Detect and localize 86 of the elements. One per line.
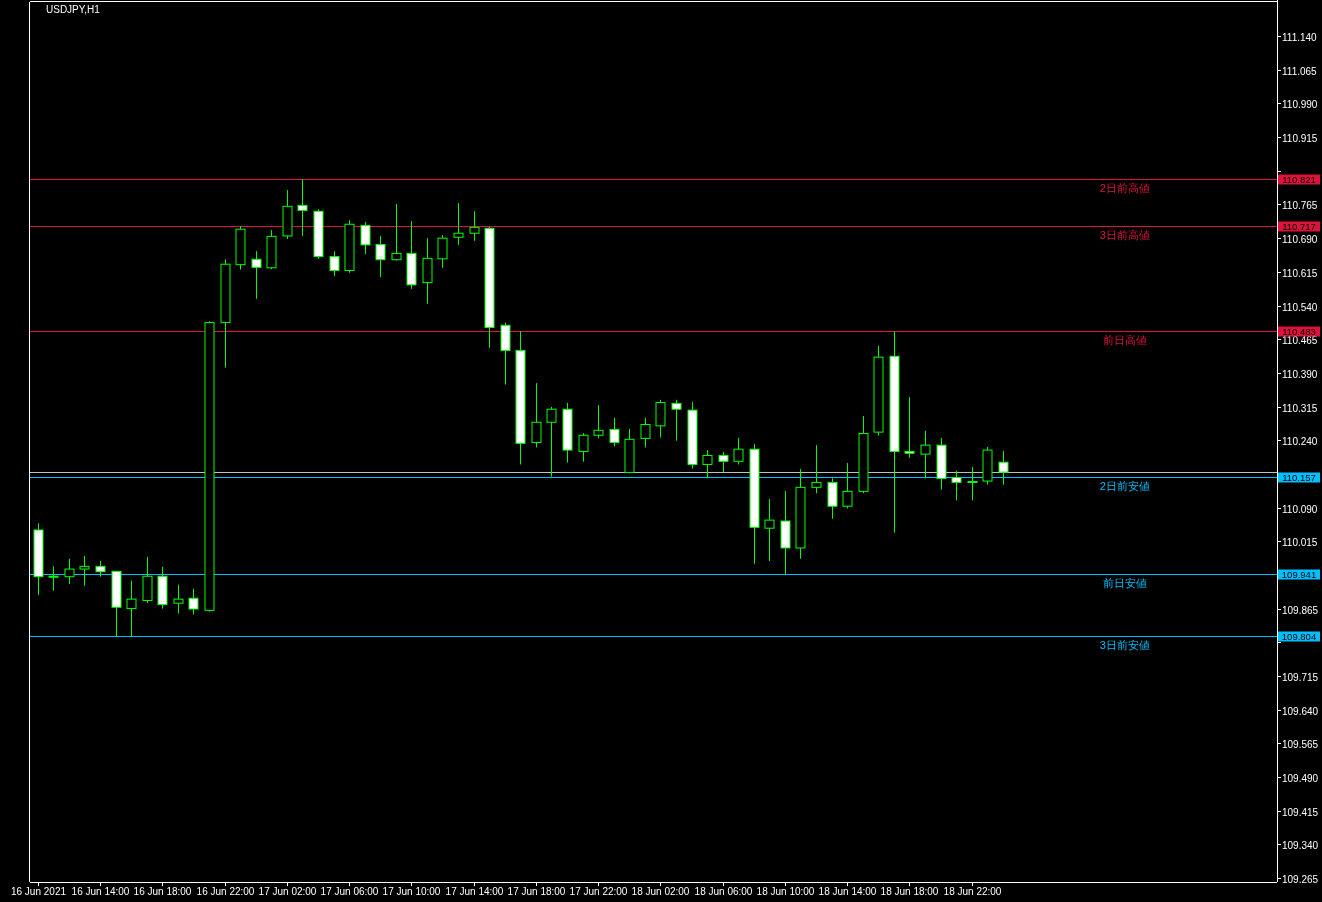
candlestick	[437, 234, 448, 269]
text: 110.483	[1282, 326, 1316, 337]
candlestick	[764, 498, 775, 562]
candlestick	[998, 450, 1009, 486]
y-tick-label: 109.640	[1282, 705, 1319, 717]
ref-line-label: 2日前安値	[1099, 479, 1150, 492]
y-tick-label: 109.715	[1282, 671, 1319, 683]
x-tick-label: 17 Jun 10:00	[382, 886, 441, 897]
text: 110.821	[1282, 174, 1316, 185]
y-tick-label: 110.540	[1282, 301, 1318, 313]
y-tick-label: 109.415	[1282, 806, 1319, 818]
candlestick	[48, 565, 59, 592]
y-tick-label: 110.915	[1282, 132, 1318, 144]
candlestick	[951, 470, 962, 501]
x-tick-label: 16 Jun 14:00	[71, 886, 130, 897]
y-tick-label: 109.265	[1282, 873, 1319, 885]
chart-title: USDJPY,H1	[46, 4, 101, 15]
candlestick	[360, 221, 371, 255]
x-tick-label: 17 Jun 18:00	[507, 886, 566, 897]
text: 110.717	[1282, 221, 1316, 232]
y-tick-label: 111.065	[1282, 65, 1318, 77]
x-tick-label: 18 Jun 14:00	[818, 886, 877, 897]
x-tick-label: 17 Jun 14:00	[445, 886, 504, 897]
candlestick	[329, 250, 340, 277]
x-tick-label: 18 Jun 10:00	[756, 886, 815, 897]
y-tick-label: 110.015	[1282, 536, 1318, 548]
candlestick	[671, 399, 682, 442]
candlestick	[593, 404, 604, 439]
text: 109.804	[1281, 631, 1317, 642]
y-tick-label: 110.465	[1282, 334, 1318, 346]
y-tick-label: 109.490	[1282, 772, 1319, 784]
text: 109.941	[1281, 569, 1317, 580]
x-tick-label: 18 Jun 18:00	[880, 886, 939, 897]
ref-line-label: 3日前高値	[1099, 228, 1150, 241]
x-tick-label: 16 Jun 2021	[10, 886, 67, 897]
y-tick-label: 110.315	[1282, 402, 1318, 414]
candlestick	[702, 449, 713, 479]
candlestick	[188, 588, 199, 615]
candlestick	[375, 235, 386, 278]
y-tick-label: 111.140	[1282, 31, 1318, 43]
x-tick-label: 17 Jun 06:00	[320, 886, 379, 897]
candlestick	[733, 437, 744, 465]
ref-line-label: 前日安値	[1102, 576, 1147, 589]
y-tick-label: 110.090	[1282, 503, 1318, 515]
candlestick	[391, 203, 402, 262]
text: 110.157	[1282, 472, 1316, 483]
y-tick-label: 110.240	[1282, 435, 1318, 447]
candlestick	[655, 399, 666, 439]
candlestick	[469, 210, 480, 242]
x-tick-label: 18 Jun 06:00	[694, 886, 753, 897]
candlestick	[64, 558, 75, 585]
y-tick-label: 110.390	[1282, 368, 1318, 380]
y-tick-label: 109.565	[1282, 738, 1319, 750]
candlestick	[297, 178, 308, 237]
y-tick-label: 109.865	[1282, 604, 1319, 616]
y-tick-label: 110.615	[1282, 267, 1318, 279]
candlestick	[609, 417, 620, 447]
candlestick	[967, 466, 978, 501]
x-tick-label: 17 Jun 02:00	[258, 886, 317, 897]
x-tick-label: 18 Jun 02:00	[631, 886, 690, 897]
x-tick-label: 16 Jun 18:00	[133, 886, 192, 897]
candlestick	[578, 432, 589, 463]
y-tick-label: 109.340	[1282, 839, 1319, 851]
y-tick-label: 110.765	[1282, 199, 1318, 211]
x-tick-label: 17 Jun 22:00	[569, 886, 628, 897]
candlestick	[126, 580, 137, 637]
x-tick-label: 18 Jun 22:00	[943, 886, 1002, 897]
ref-line-label: 3日前安値	[1099, 638, 1150, 651]
candlestick	[453, 202, 464, 246]
y-tick-label: 110.990	[1282, 98, 1318, 110]
x-tick-label: 16 Jun 22:00	[196, 886, 255, 897]
candlestick	[904, 396, 915, 459]
ref-line-label: 2日前高値	[1099, 181, 1150, 194]
ref-line-label: 前日高値	[1102, 333, 1147, 346]
candlestick	[811, 444, 822, 494]
candlestick	[531, 382, 542, 448]
candlestick	[251, 250, 262, 300]
candlestick	[920, 430, 931, 479]
candlestick	[546, 406, 557, 478]
candlestick	[640, 417, 651, 448]
candlestick	[827, 477, 838, 520]
candlestick	[842, 462, 853, 509]
y-tick-label: 110.690	[1282, 233, 1318, 245]
candlestick	[173, 584, 184, 615]
candlestick	[718, 451, 729, 473]
candlestick	[79, 555, 90, 587]
